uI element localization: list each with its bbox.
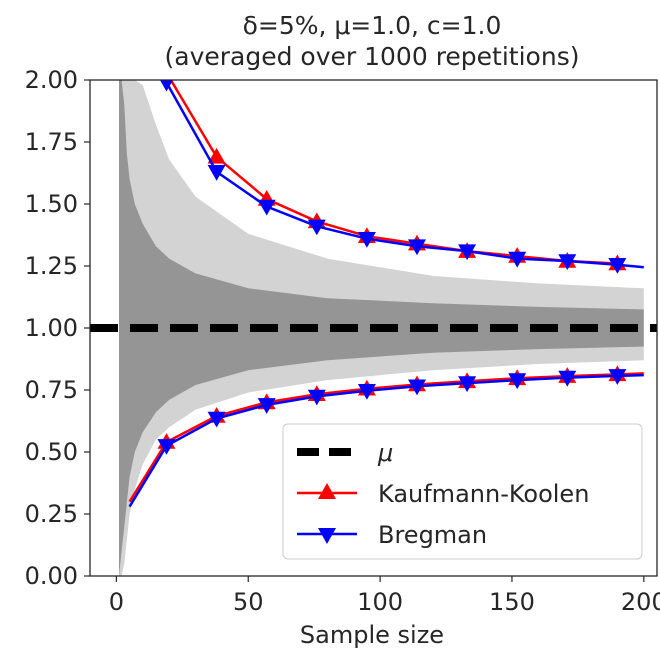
y-tick-label: 0.50 [25,438,78,466]
kk-lower-line [128,372,644,503]
legend-kk-marker [318,483,336,499]
x-tick-label: 100 [357,588,403,616]
bregman-lower-marker [458,376,477,393]
bregman-upper-marker [458,244,477,261]
legend-mu-label: μ [377,439,393,467]
y-tick-label: 0.25 [25,500,78,528]
kk-upper-marker [207,147,226,164]
legend-kk-label: Kaufmann-Koolen [378,480,589,508]
bregman-upper-marker [408,239,426,256]
bregman-lower-marker [307,389,326,406]
bregman-upper-marker [357,232,376,248]
bregman-lower-marker [257,398,276,414]
bregman-lower-marker [608,369,627,385]
legend: μ Kaufmann-Koolen Bregman [282,423,643,560]
bregman-lower-marker [157,439,176,455]
chart-title-line1: δ=5%, μ=1.0, c=1.0 [243,11,502,40]
bregman-lower-marker [408,379,426,396]
bregman-upper-marker [608,258,627,274]
y-tick-label: 0.75 [25,376,78,404]
y-tick-label: 1.25 [25,252,78,280]
legend-box [282,423,643,560]
x-tick-label: 0 [109,588,124,616]
y-tick-label: 1.00 [25,314,78,342]
chart-title-line2: (averaged over 1000 repetitions) [165,42,580,71]
legend-bregman-marker [318,528,336,544]
y-tick-label: 0.00 [25,562,78,590]
y-tick-label: 2.00 [25,66,78,94]
bregman-upper-marker [207,165,226,181]
bregman-lower-marker [558,370,577,387]
y-tick-label: 1.50 [25,190,78,218]
x-axis-label: Sample size [300,621,444,649]
bregman-lower-marker [207,411,226,428]
x-tick-label: 50 [233,588,264,616]
bregman-upper-marker [558,254,577,270]
x-tick-label: 200 [621,588,660,616]
legend-bregman-label: Bregman [378,521,487,549]
bregman-upper-marker [307,219,326,236]
bregman-lower-marker [357,384,376,400]
bregman-lower-marker [508,373,527,390]
bregman-lower-line [128,373,644,508]
x-tick-label: 150 [489,588,535,616]
bregman-upper-marker [508,251,527,268]
bregman-upper-marker [159,80,174,92]
y-tick-label: 1.75 [25,128,78,156]
bregman-upper-marker [257,199,276,216]
